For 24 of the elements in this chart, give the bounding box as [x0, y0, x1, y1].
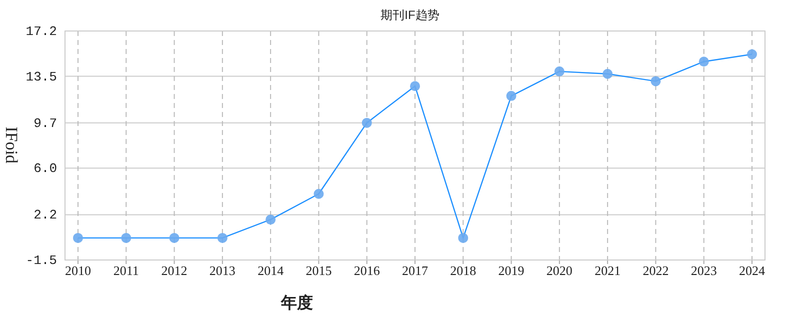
x-tick-label: 2020 [546, 263, 572, 278]
chart-title: 期刊IF趋势 [380, 8, 440, 22]
x-tick-label: 2015 [306, 263, 332, 278]
x-tick-label: 2018 [450, 263, 476, 278]
x-tick-label: 2022 [642, 263, 669, 278]
x-axis-title: 年度 [280, 293, 313, 312]
x-tick-label: 2010 [65, 263, 91, 278]
y-tick-label: -1.5 [26, 253, 57, 268]
x-tick-label: 2011 [113, 263, 139, 278]
x-tick-label: 2012 [161, 263, 188, 278]
y-tick-label: 9.7 [34, 116, 57, 131]
x-tick-label: 2019 [498, 263, 524, 278]
x-tick-label: 2024 [739, 263, 766, 278]
x-tick-label: 2023 [690, 263, 717, 278]
x-tick-label: 2016 [354, 263, 380, 278]
x-tick-label: 2021 [594, 263, 621, 278]
x-tick-label: 2013 [209, 263, 236, 278]
y-tick-label: 2.2 [34, 208, 57, 223]
y-tick-label: 6.0 [34, 161, 57, 176]
y-tick-label: 13.5 [26, 69, 57, 84]
y-tick-label: 17.2 [26, 24, 57, 39]
x-tick-label: 2014 [258, 263, 284, 278]
y-axis-title: IFoid [2, 126, 21, 164]
x-tick-label: 2017 [402, 263, 428, 278]
